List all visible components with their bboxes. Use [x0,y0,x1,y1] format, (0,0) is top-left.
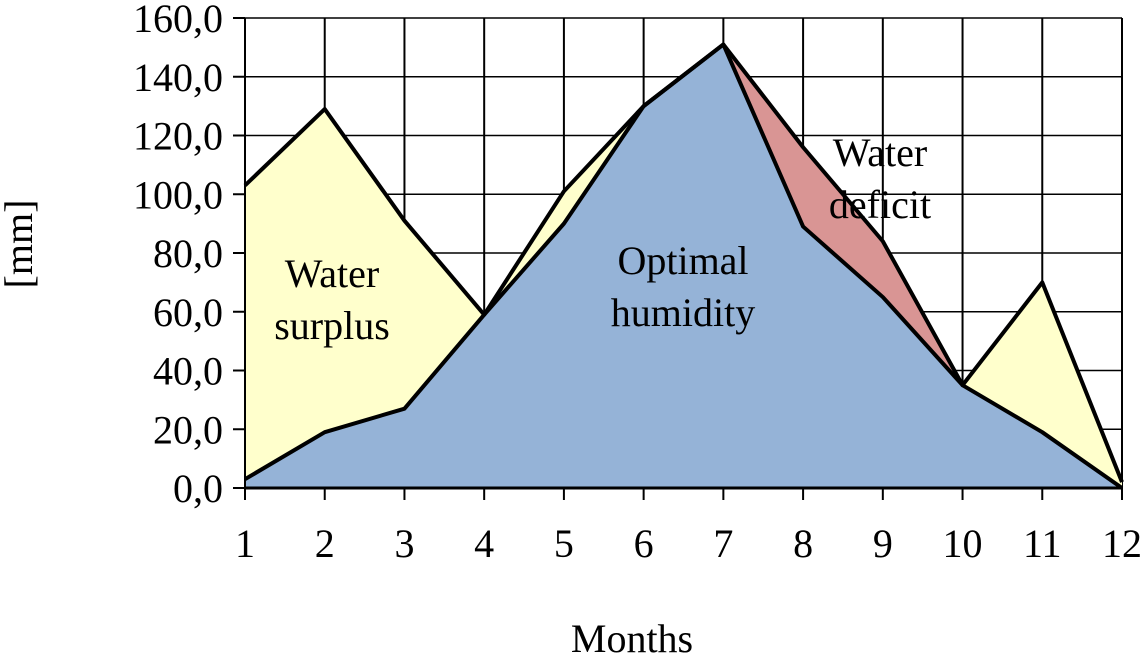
x-tick-label: 11 [1023,521,1062,566]
x-tick-label: 8 [793,521,813,566]
x-tick-label: 10 [943,521,983,566]
x-tick-label: 4 [474,521,494,566]
x-tick-label: 6 [634,521,654,566]
x-tick-label: 12 [1102,521,1142,566]
water-surplus-label-line-1: Water [285,251,380,296]
optimal-humidity-label-line-2: humidity [611,290,755,335]
y-tick-labels: 0,0 20,0 40,0 60,0 80,0 100,0 120,0 140,0 160,0 [133,0,223,511]
y-tick-label: 120,0 [133,114,223,159]
water-deficit-label-line-1: Water [833,130,928,175]
x-tick-labels: 1 2 3 4 5 6 7 8 9 10 11 12 [235,521,1142,566]
y-tick-label: 60,0 [153,290,223,335]
y-tick-label: 160,0 [133,0,223,41]
optimal-humidity-label-line-1: Optimal [617,238,748,283]
x-tick-label: 5 [554,521,574,566]
y-tick-label: 100,0 [133,172,223,217]
series-line-2 [243,42,1124,490]
series-lines [243,42,1124,490]
water-deficit-area [723,44,963,386]
y-tick-label: 140,0 [133,55,223,100]
x-tick-label: 7 [713,521,733,566]
y-tick-label: 20,0 [153,407,223,452]
y-tick-label: 40,0 [153,349,223,394]
x-tick-label: 9 [873,521,893,566]
x-tick-label: 3 [394,521,414,566]
optimal-humidity-area [245,44,1122,488]
water-deficit-label-line-2: deficit [829,182,931,227]
axes [233,17,1123,500]
x-tick-label: 1 [235,521,255,566]
y-tick-label: 80,0 [153,231,223,276]
y-axis-title: [mm] [0,200,41,289]
x-tick-label: 2 [315,521,335,566]
x-axis-title: Months [571,616,693,657]
y-tick-label: 0,0 [173,466,223,511]
water-surplus-label-line-2: surplus [274,303,390,348]
areas [245,44,1122,488]
